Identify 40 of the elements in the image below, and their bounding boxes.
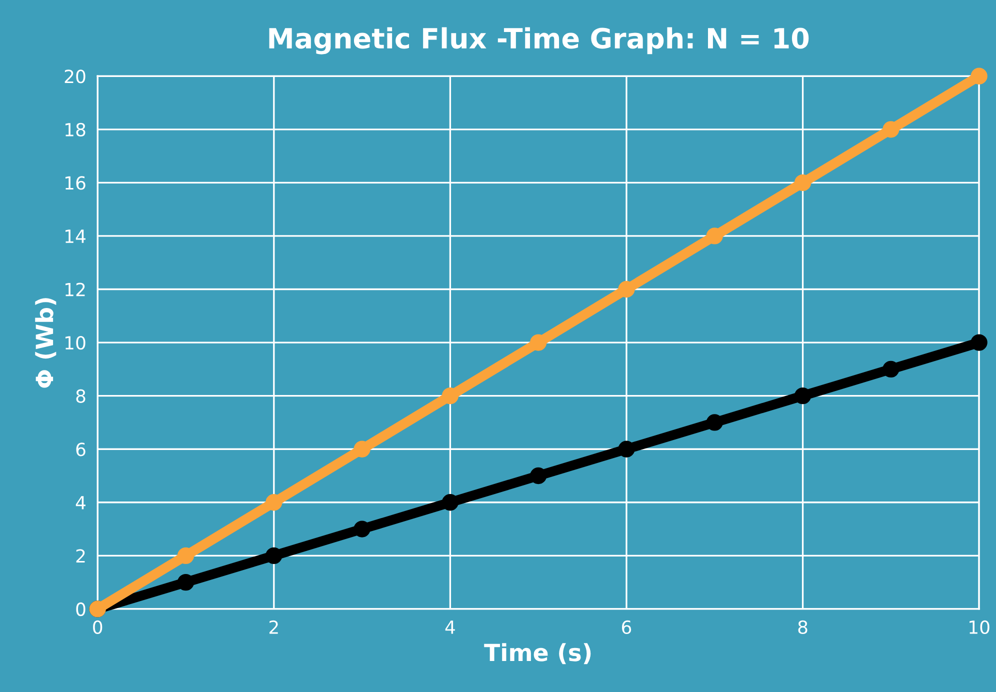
y-tick-label: 4 (76, 496, 86, 510)
x-tick-label: 4 (445, 620, 455, 634)
x-tick-label: 0 (93, 620, 102, 634)
point (794, 174, 812, 192)
y-tick-label: 2 (76, 549, 85, 563)
point (618, 280, 635, 298)
y-axis-title: Φ (Wb) (35, 298, 56, 388)
y-tick-label: 0 (76, 602, 86, 616)
x-tick-label: 10 (970, 620, 990, 634)
point (266, 547, 282, 564)
x-tick-label: 8 (798, 620, 808, 634)
point (177, 574, 194, 591)
x-tick-label: 6 (622, 620, 632, 634)
y-tick-label: 14 (66, 230, 86, 243)
point (530, 467, 547, 484)
point (706, 228, 723, 244)
y-tick-label: 12 (66, 282, 85, 296)
point (442, 387, 459, 404)
point (882, 360, 900, 378)
point (970, 68, 988, 84)
x-axis-title: Time (s) (484, 643, 591, 664)
x-tick-label: 2 (269, 620, 278, 634)
y-tick-label: 10 (66, 336, 86, 350)
point (442, 494, 459, 511)
y-tick-label: 8 (76, 389, 86, 403)
point (794, 387, 812, 404)
point (618, 440, 635, 458)
y-tick-label: 18 (66, 122, 86, 137)
y-tick-label: 6 (76, 442, 86, 456)
y-tick-label: 16 (66, 176, 86, 190)
point (882, 121, 900, 138)
point (970, 334, 988, 351)
point (530, 334, 547, 351)
chart-title: Magnetic Flux -Time Graph: N = 10 (269, 27, 809, 54)
point (706, 414, 723, 431)
point (177, 547, 194, 564)
y-tick-label: 20 (64, 70, 86, 84)
point (354, 440, 370, 458)
point (266, 494, 282, 511)
point (354, 520, 370, 538)
